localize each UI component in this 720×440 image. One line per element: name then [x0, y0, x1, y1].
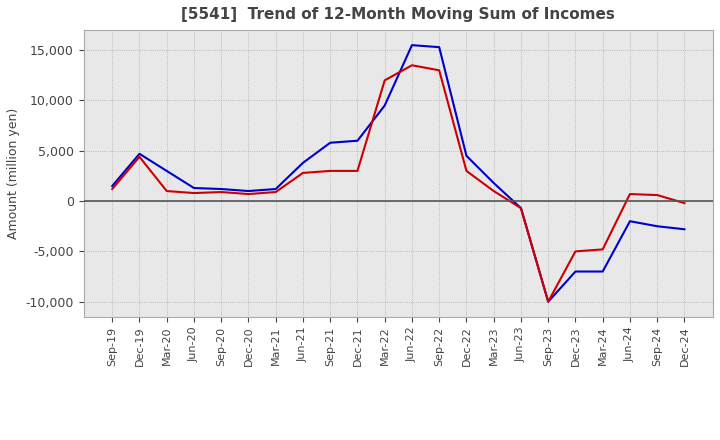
Net Income	[680, 201, 689, 206]
Ordinary Income	[189, 185, 198, 191]
Net Income	[217, 189, 225, 194]
Ordinary Income	[326, 140, 335, 145]
Ordinary Income	[217, 187, 225, 192]
Net Income	[189, 191, 198, 196]
Ordinary Income	[353, 138, 361, 143]
Ordinary Income	[653, 224, 662, 229]
Ordinary Income	[571, 269, 580, 274]
Ordinary Income	[490, 180, 498, 186]
Net Income	[135, 154, 144, 159]
Ordinary Income	[299, 160, 307, 165]
Ordinary Income	[135, 151, 144, 157]
Ordinary Income	[626, 219, 634, 224]
Y-axis label: Amount (million yen): Amount (million yen)	[7, 108, 20, 239]
Net Income	[490, 188, 498, 194]
Net Income	[244, 191, 253, 197]
Net Income	[408, 62, 416, 68]
Ordinary Income	[271, 187, 280, 192]
Net Income	[380, 78, 389, 83]
Net Income	[326, 168, 335, 173]
Ordinary Income	[435, 44, 444, 50]
Net Income	[299, 170, 307, 176]
Legend: Ordinary Income, Net Income: Ordinary Income, Net Income	[251, 436, 545, 440]
Ordinary Income	[462, 153, 471, 158]
Net Income	[571, 249, 580, 254]
Line: Ordinary Income: Ordinary Income	[112, 45, 685, 302]
Net Income	[435, 68, 444, 73]
Line: Net Income: Net Income	[112, 65, 685, 302]
Net Income	[271, 189, 280, 194]
Ordinary Income	[163, 168, 171, 173]
Net Income	[353, 168, 361, 173]
Ordinary Income	[598, 269, 607, 274]
Net Income	[626, 191, 634, 197]
Net Income	[653, 192, 662, 198]
Net Income	[108, 187, 117, 192]
Net Income	[163, 188, 171, 194]
Ordinary Income	[544, 299, 552, 304]
Ordinary Income	[244, 188, 253, 194]
Net Income	[517, 205, 526, 211]
Net Income	[462, 168, 471, 173]
Ordinary Income	[108, 183, 117, 189]
Net Income	[598, 247, 607, 252]
Ordinary Income	[380, 103, 389, 108]
Ordinary Income	[517, 205, 526, 211]
Title: [5541]  Trend of 12-Month Moving Sum of Incomes: [5541] Trend of 12-Month Moving Sum of I…	[181, 7, 616, 22]
Net Income	[544, 299, 552, 304]
Ordinary Income	[408, 43, 416, 48]
Ordinary Income	[680, 227, 689, 232]
